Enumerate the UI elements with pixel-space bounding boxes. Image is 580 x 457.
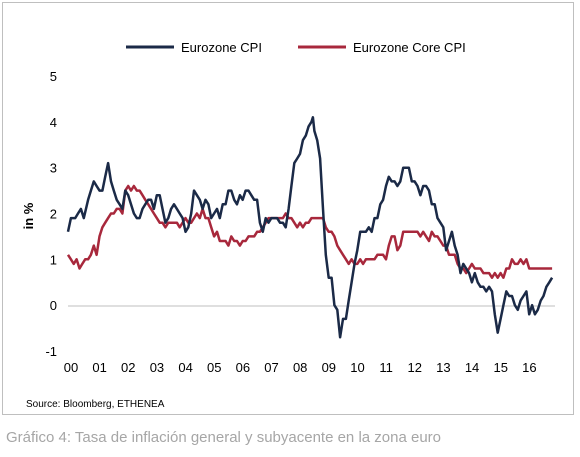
x-tick-label: 12: [408, 360, 422, 375]
y-tick-label: 4: [50, 115, 57, 130]
figure-caption: Gráfico 4: Tasa de inflación general y s…: [6, 429, 441, 446]
y-tick-label: 3: [50, 161, 57, 176]
x-tick-label: 09: [322, 360, 336, 375]
series-line-core-cpi: [66, 184, 553, 279]
x-tick-label: 13: [436, 360, 450, 375]
x-tick-label: 00: [64, 360, 78, 375]
y-tick-label: 5: [50, 69, 57, 84]
x-tick-label: 06: [236, 360, 250, 375]
legend-label-cpi: Eurozone CPI: [181, 40, 262, 55]
x-tick-label: 01: [92, 360, 106, 375]
x-tick-label: 14: [465, 360, 479, 375]
legend-label-core-cpi: Eurozone Core CPI: [353, 40, 466, 55]
x-tick-label: 03: [150, 360, 164, 375]
x-tick-label: 10: [350, 360, 364, 375]
x-tick-label: 04: [178, 360, 192, 375]
x-axis-ticks: 00 01 02 03 04 05 06 07 08 09 10 11 12 13 14 15 16: [64, 360, 537, 375]
series-line-cpi: [66, 116, 554, 339]
x-tick-label: 11: [379, 360, 393, 375]
x-tick-label: 16: [522, 360, 536, 375]
source-note: Source: Bloomberg, ETHENEA: [26, 399, 165, 410]
x-tick-label: 02: [121, 360, 135, 375]
x-tick-label: 05: [207, 360, 221, 375]
y-tick-label: 2: [50, 207, 57, 222]
legend: Eurozone CPI Eurozone Core CPI: [126, 40, 466, 55]
x-tick-label: 15: [493, 360, 507, 375]
inflation-line-chart: Eurozone CPI Eurozone Core CPI in % -101…: [21, 40, 555, 375]
y-tick-label: 1: [50, 252, 57, 267]
y-tick-label: 0: [50, 298, 57, 313]
x-tick-label: 07: [264, 360, 278, 375]
y-axis-label: in %: [21, 202, 36, 229]
y-axis-ticks: -1 0 1 2 3 4 5: [45, 69, 57, 359]
y-tick-label: -1: [45, 344, 57, 359]
x-tick-label: 08: [293, 360, 307, 375]
series-lines: [66, 116, 554, 339]
